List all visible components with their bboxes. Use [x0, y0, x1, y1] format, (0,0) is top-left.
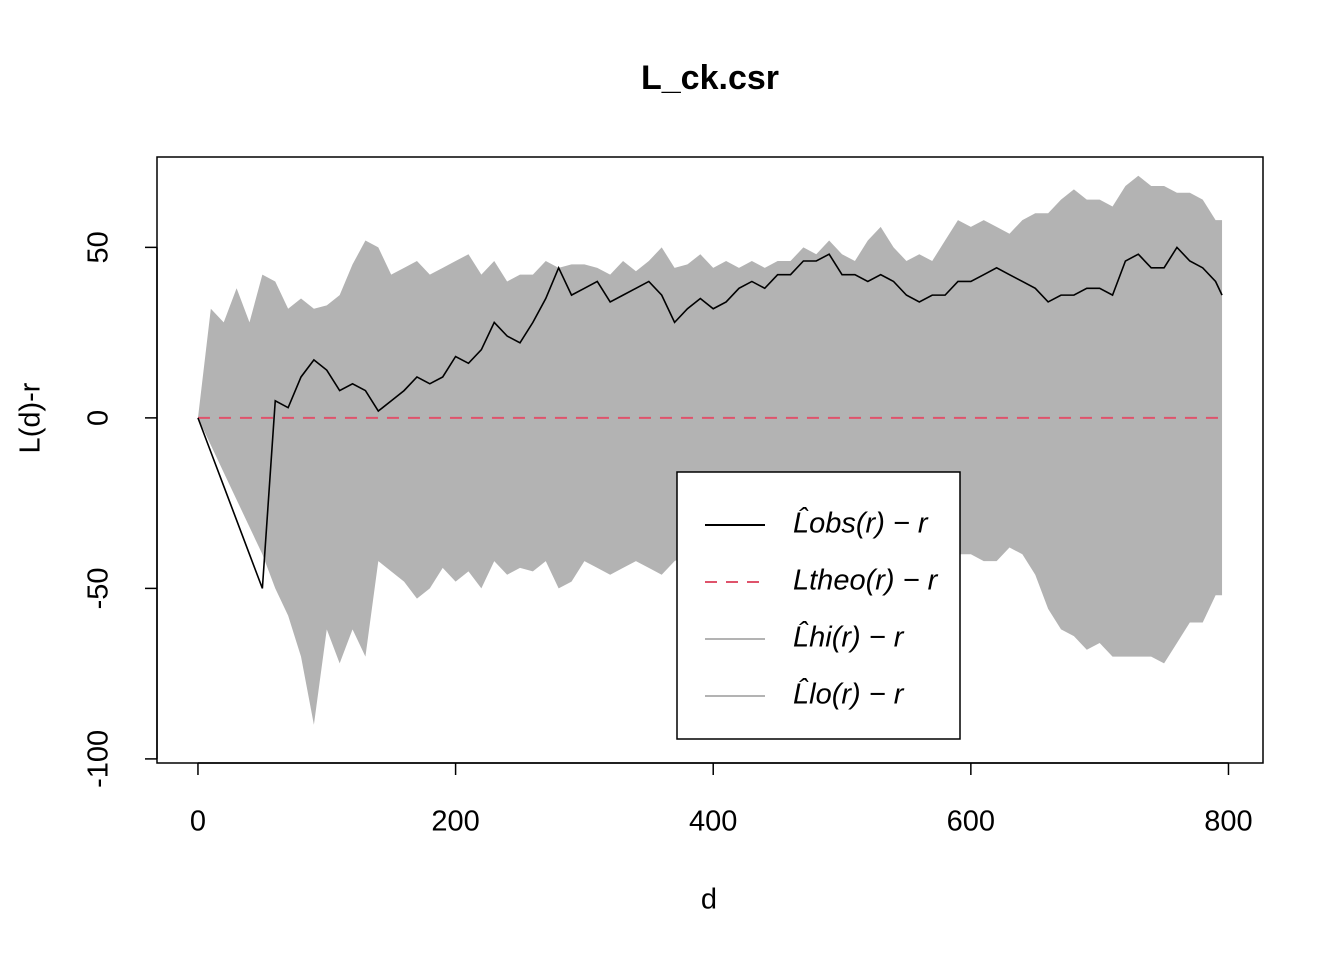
y-tick-label: 0: [83, 410, 115, 426]
x-tick-label: 600: [947, 806, 995, 838]
x-tick-label: 0: [190, 806, 206, 838]
legend-box: [676, 471, 961, 740]
y-tick-label: -100: [83, 730, 115, 788]
x-tick-label: 800: [1204, 806, 1252, 838]
legend-label: Ltheo(r) − r: [793, 565, 939, 597]
legend-label: L̂obs(r) − r: [793, 507, 929, 540]
y-tick-label: 50: [83, 231, 115, 263]
chart-title: L_ck.csr: [641, 59, 779, 97]
envelope-band: [197, 175, 1223, 725]
series-line: [197, 246, 1223, 589]
legend: L̂obs(r) − r Ltheo(r) − r L̂hi(r) − r L̂lo(…: [676, 471, 961, 740]
y-axis-label: L(d)-r: [15, 382, 47, 453]
x-tick-label: 200: [431, 806, 479, 838]
legend-label: L̂lo(r) − r: [793, 678, 905, 711]
legend-label: L̂hi(r) − r: [793, 621, 905, 654]
x-tick-label: 400: [689, 806, 737, 838]
x-axis-label: d: [701, 884, 717, 916]
y-tick-label: -50: [83, 567, 115, 609]
plot-area: [197, 175, 1223, 725]
